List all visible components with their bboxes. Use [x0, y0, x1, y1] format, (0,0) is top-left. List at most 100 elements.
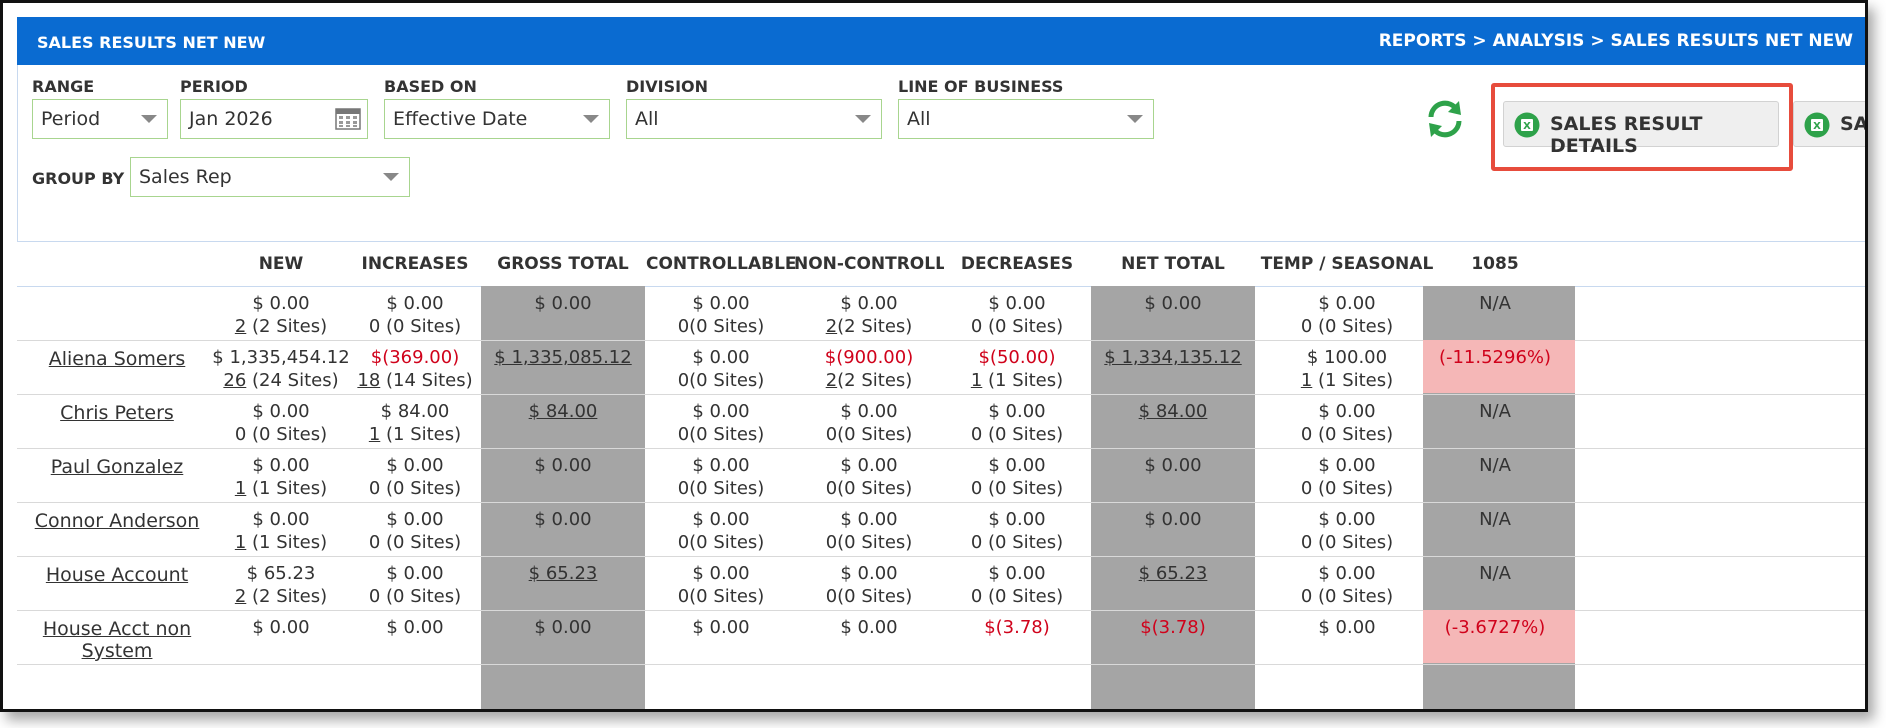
cell-value: (-3.6727%): [1444, 617, 1546, 638]
cell-value[interactable]: $ 1,335,085.12: [494, 347, 632, 368]
table-cell: $ 65.23: [1083, 562, 1263, 585]
site-count-link[interactable]: 1: [368, 424, 381, 445]
cell-value: $ 0.00: [1144, 293, 1202, 314]
site-count: 0(0 Sites): [779, 423, 959, 446]
sales-rep-link[interactable]: Chris Peters: [60, 402, 174, 424]
based-on-select[interactable]: Effective Date: [384, 99, 610, 139]
column-header[interactable]: 1085: [1471, 254, 1519, 274]
range-select[interactable]: Period: [32, 99, 168, 139]
site-count-link[interactable]: 2: [234, 316, 247, 337]
table-cell: $ 0.00 0 (0 Sites): [1257, 454, 1437, 500]
site-count-link[interactable]: 2: [234, 586, 247, 607]
table-cell: $ 0.00: [631, 616, 811, 639]
site-count-link[interactable]: 1: [1300, 370, 1313, 391]
sales-rep-link[interactable]: House Account: [45, 564, 189, 586]
svg-text:X: X: [1523, 121, 1531, 132]
division-value: All: [635, 108, 659, 130]
site-count: 1 (1 Sites): [191, 477, 371, 500]
site-count-link[interactable]: 1: [234, 478, 247, 499]
site-count-link[interactable]: 1: [970, 370, 983, 391]
cell-value: $ 0.00: [1318, 293, 1376, 314]
sales-rep-link[interactable]: Connor Anderson: [34, 510, 200, 532]
negative-percent-highlight: [1423, 610, 1575, 663]
refresh-icon[interactable]: [1423, 97, 1467, 141]
column-header[interactable]: CONTROLLABLE: [646, 254, 796, 274]
cell-value[interactable]: $ 65.23: [528, 563, 598, 584]
site-count-text: 0 (0 Sites): [970, 478, 1064, 499]
cell-value[interactable]: $ 65.23: [1138, 563, 1208, 584]
site-count-link[interactable]: 2: [825, 316, 838, 337]
site-count-text: 0(0 Sites): [825, 586, 913, 607]
chevron-down-icon: [383, 173, 399, 181]
table-cell: (-11.5296%): [1405, 346, 1585, 369]
site-count-text: 0(0 Sites): [825, 532, 913, 553]
site-count-text: (2 Sites): [246, 316, 328, 337]
cell-value: $ 0.00: [252, 293, 310, 314]
table-cell: $(3.78): [927, 616, 1107, 639]
cell-value: $ 65.23: [246, 563, 316, 584]
report-window: SALES RESULTS NET NEW REPORTS > ANALYSIS…: [0, 0, 1868, 712]
table-cell: $ 0.00: [779, 616, 959, 639]
period-input[interactable]: Jan 2026: [180, 99, 368, 139]
title-bar: SALES RESULTS NET NEW REPORTS > ANALYSIS…: [17, 17, 1865, 65]
cell-value[interactable]: $ 84.00: [528, 401, 598, 422]
cell-value: $ 0.00: [692, 455, 750, 476]
site-count: 2 (2 Sites): [191, 585, 371, 608]
table-cell: $ 0.00 0 (0 Sites): [325, 508, 505, 554]
cell-value: $ 0.00: [252, 455, 310, 476]
results-table: NEW INCREASES GROSS TOTAL CONTROLLABLE NON-C…: [17, 241, 1865, 709]
site-count: 0 (0 Sites): [927, 315, 1107, 338]
division-select[interactable]: All: [626, 99, 882, 139]
site-count-link[interactable]: 26: [223, 370, 247, 391]
group-by-label: GROUP BY: [32, 169, 125, 188]
sales-result-details-button[interactable]: X SALES RESULT DETAILS: [1503, 101, 1779, 157]
site-count-text: (2 Sites): [837, 370, 913, 391]
column-header[interactable]: NEW: [258, 254, 304, 274]
line-of-business-select[interactable]: All: [898, 99, 1154, 139]
cell-value[interactable]: $ 1,334,135.12: [1104, 347, 1242, 368]
site-count: 1 (1 Sites): [191, 531, 371, 554]
site-count-text: 0 (0 Sites): [368, 316, 462, 337]
table-cell: $ 0.00 0 (0 Sites): [325, 562, 505, 608]
column-header[interactable]: NET TOTAL: [1121, 254, 1225, 274]
cell-value: N/A: [1479, 509, 1511, 530]
site-count: 1 (1 Sites): [325, 423, 505, 446]
cell-value: $ 0.00: [692, 401, 750, 422]
sales-rep-link[interactable]: House Acct non System: [42, 618, 192, 662]
cell-value: $(900.00): [824, 347, 914, 368]
cell-value[interactable]: $ 84.00: [1138, 401, 1208, 422]
site-count: 0 (0 Sites): [927, 423, 1107, 446]
site-count-text: 0(0 Sites): [677, 586, 765, 607]
breadcrumb[interactable]: REPORTS > ANALYSIS > SALES RESULTS NET N…: [1378, 31, 1853, 51]
site-count: 0(0 Sites): [631, 477, 811, 500]
table-cell: $ 0.00 0 (0 Sites): [1257, 508, 1437, 554]
column-header[interactable]: GROSS TOTAL: [497, 254, 629, 274]
column-header[interactable]: NON-CONTROLLA...: [794, 254, 944, 274]
table-cell: N/A: [1405, 454, 1585, 477]
column-header[interactable]: DECREASES: [960, 254, 1074, 274]
site-count: 0 (0 Sites): [325, 315, 505, 338]
table-cell: $ 0.00: [1257, 616, 1437, 639]
cell-value: (-11.5296%): [1438, 347, 1552, 368]
table-cell: $ 1,334,135.12: [1083, 346, 1263, 369]
cell-value: $ 0.00: [252, 401, 310, 422]
sales-export-button[interactable]: X SALES: [1793, 101, 1865, 147]
cell-value: $ 0.00: [692, 347, 750, 368]
cell-value: $ 0.00: [988, 455, 1046, 476]
cell-value: N/A: [1479, 293, 1511, 314]
site-count-link[interactable]: 2: [825, 370, 838, 391]
sales-rep-link[interactable]: Aliena Somers: [48, 348, 186, 370]
line-of-business-value: All: [907, 108, 931, 130]
table-row: $ 0.00 2 (2 Sites) $ 0.00 0 (0 Sites) $ 0.00…: [17, 286, 1865, 341]
calendar-icon[interactable]: [335, 108, 361, 130]
group-by-select[interactable]: Sales Rep: [130, 157, 410, 197]
column-header[interactable]: INCREASES: [361, 254, 469, 274]
cell-value: $ 100.00: [1306, 347, 1388, 368]
cell-value: $ 0.00: [840, 563, 898, 584]
site-count: 2 (2 Sites): [191, 315, 371, 338]
column-header[interactable]: TEMP / SEASONAL: [1260, 254, 1434, 274]
site-count-text: (1 Sites): [1312, 370, 1394, 391]
site-count-link[interactable]: 1: [234, 532, 247, 553]
site-count-link[interactable]: 18: [357, 370, 381, 391]
sales-rep-link[interactable]: Paul Gonzalez: [50, 456, 184, 478]
